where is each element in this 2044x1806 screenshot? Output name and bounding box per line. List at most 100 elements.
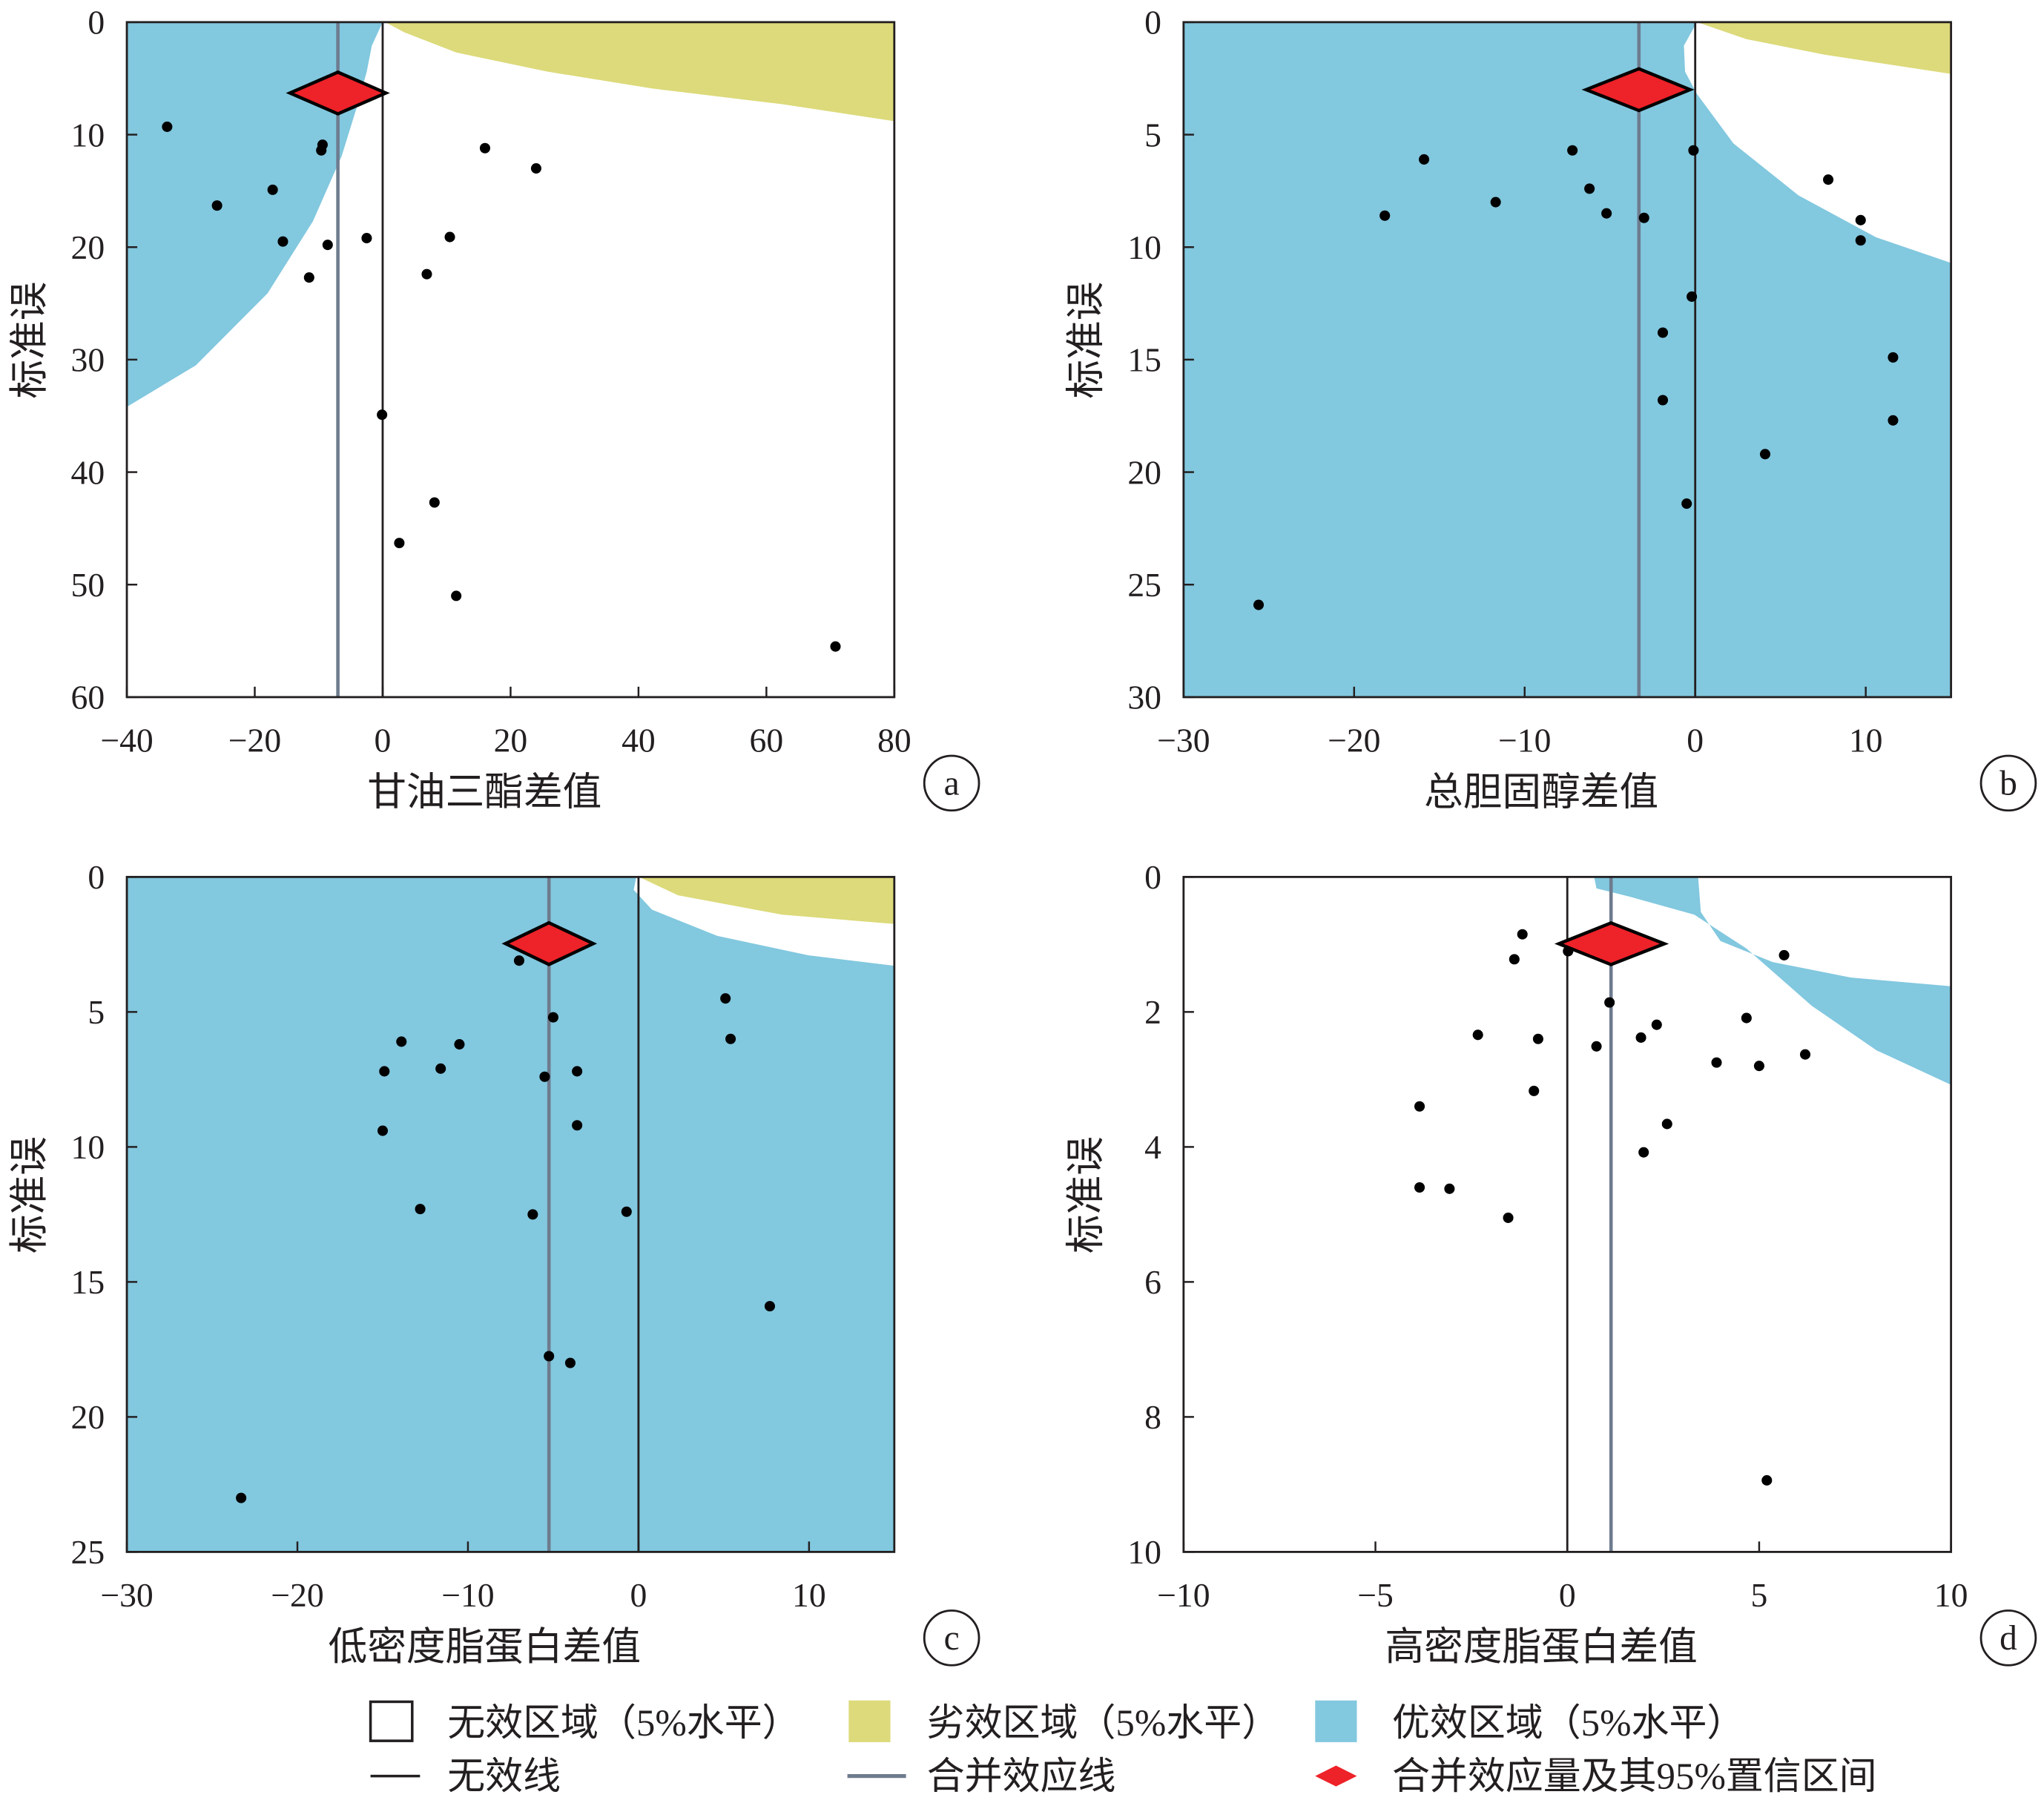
study-point bbox=[564, 1357, 576, 1368]
panel-d: −10 −5 0 5 10 0 2 4 6 8 10 高密度脂蛋白差值 标准误 d bbox=[1065, 858, 2037, 1669]
study-point bbox=[1419, 154, 1430, 165]
x-tick-label: −30 bbox=[100, 1576, 153, 1614]
y-tick-label: 10 bbox=[71, 1128, 105, 1166]
x-tick-label: −10 bbox=[1498, 722, 1551, 759]
study-point bbox=[1472, 1029, 1483, 1041]
y-tick-label: 6 bbox=[1144, 1263, 1161, 1301]
study-point bbox=[1638, 212, 1649, 223]
study-point bbox=[277, 236, 289, 247]
study-point bbox=[429, 497, 440, 508]
study-point bbox=[444, 231, 455, 243]
legend-pooled-diamond-icon bbox=[1315, 1765, 1357, 1787]
x-tick-label: −20 bbox=[271, 1576, 323, 1614]
study-point bbox=[479, 142, 490, 154]
study-point bbox=[1584, 183, 1595, 194]
study-point bbox=[725, 1033, 736, 1044]
pooled-estimate-diamond bbox=[286, 70, 390, 116]
study-point bbox=[572, 1120, 583, 1131]
plot-frame bbox=[125, 875, 896, 1553]
x-axis-label: 高密度脂蛋白差值 bbox=[1385, 1626, 1698, 1669]
panel-label: c bbox=[944, 1619, 960, 1658]
panel-label: d bbox=[2000, 1619, 2017, 1658]
study-point bbox=[361, 233, 372, 244]
y-tick-label: 50 bbox=[71, 566, 105, 604]
study-point bbox=[1490, 197, 1501, 208]
study-point bbox=[1509, 954, 1520, 965]
x-tick-label: 10 bbox=[1849, 722, 1883, 759]
study-point bbox=[1823, 174, 1834, 185]
study-point bbox=[1711, 1057, 1722, 1068]
study-point bbox=[527, 1209, 538, 1220]
study-point bbox=[1888, 352, 1899, 363]
study-point bbox=[1778, 949, 1790, 960]
study-point bbox=[1741, 1012, 1752, 1024]
study-point bbox=[1688, 145, 1699, 156]
y-tick-label: 20 bbox=[1127, 453, 1161, 491]
x-tick-label: 5 bbox=[1751, 1576, 1768, 1614]
study-point bbox=[1657, 395, 1669, 406]
study-point bbox=[1532, 1033, 1543, 1044]
panel-b: −30 −20 −10 0 10 0 5 10 15 20 25 30 总胆固醇差值 标准误 b bbox=[1065, 4, 2037, 814]
y-tick-label: 30 bbox=[71, 341, 105, 379]
x-axis-label: 甘油三酯差值 bbox=[367, 771, 601, 814]
study-point bbox=[547, 1012, 558, 1023]
plot-area bbox=[127, 22, 894, 697]
study-point bbox=[1855, 235, 1866, 246]
study-point bbox=[1681, 498, 1692, 510]
null-region bbox=[1684, 22, 1951, 697]
study-point bbox=[1651, 1019, 1662, 1030]
legend-superior-region-swatch bbox=[1315, 1700, 1357, 1742]
study-point bbox=[544, 1351, 555, 1362]
x-tick-label: −10 bbox=[1157, 1576, 1210, 1614]
inferior-region bbox=[385, 22, 894, 122]
study-point bbox=[513, 955, 524, 966]
panel-label-circle bbox=[923, 754, 980, 812]
y-tick-label: 0 bbox=[1144, 4, 1161, 42]
x-tick-label: 0 bbox=[630, 1576, 647, 1614]
x-tick-label: 0 bbox=[1687, 722, 1704, 759]
superior-region bbox=[1594, 877, 1951, 1085]
y-tick-label: 5 bbox=[88, 993, 105, 1031]
panel-label: b bbox=[2000, 765, 2017, 803]
study-point bbox=[1567, 145, 1578, 156]
study-point bbox=[621, 1206, 632, 1217]
plot-area bbox=[1183, 22, 1951, 697]
study-point bbox=[451, 590, 462, 602]
y-tick-label: 2 bbox=[1144, 993, 1161, 1031]
panels: −40 −20 0 20 40 60 800102030405060甘油三酯差值标准误a−3… bbox=[8, 4, 2037, 1669]
x-tick-label: 40 bbox=[622, 722, 656, 759]
y-tick-label: 30 bbox=[1127, 679, 1161, 716]
null-region bbox=[633, 877, 894, 1552]
y-axis-label: 标准误 bbox=[1065, 282, 1108, 399]
x-tick-label: −20 bbox=[228, 722, 281, 759]
y-tick-label: 0 bbox=[1144, 858, 1161, 896]
x-tick-label: −20 bbox=[1328, 722, 1380, 759]
study-point bbox=[303, 272, 314, 283]
study-point bbox=[1601, 208, 1612, 219]
legend-null-line-label: 无效线 bbox=[447, 1756, 561, 1798]
study-point bbox=[379, 1066, 390, 1077]
panel-label: a bbox=[944, 765, 960, 803]
study-point bbox=[539, 1071, 550, 1082]
x-tick-label: 20 bbox=[494, 722, 528, 759]
study-point bbox=[1414, 1101, 1425, 1112]
x-tick-label: 10 bbox=[792, 1576, 826, 1614]
study-point bbox=[1759, 449, 1771, 460]
study-point bbox=[435, 1063, 446, 1074]
study-point bbox=[267, 184, 278, 195]
y-tick-label: 10 bbox=[1127, 228, 1161, 266]
study-point bbox=[1753, 1061, 1764, 1072]
x-tick-label: −10 bbox=[441, 1576, 494, 1614]
legend-inferior-region-swatch bbox=[848, 1700, 891, 1742]
study-point bbox=[1687, 291, 1698, 302]
y-tick-label: 10 bbox=[71, 116, 105, 154]
study-point bbox=[162, 121, 173, 132]
study-point bbox=[322, 240, 333, 251]
study-point bbox=[211, 200, 222, 211]
plot-area bbox=[127, 877, 894, 1552]
pooled-estimate-diamond bbox=[1581, 67, 1695, 113]
legend: 无效区域（5%水平） 劣效区域（5%水平） 优效区域（5%水平） 无效线 合并效… bbox=[369, 1700, 1877, 1798]
study-point bbox=[1661, 1118, 1672, 1130]
y-tick-label: 8 bbox=[1144, 1398, 1161, 1436]
